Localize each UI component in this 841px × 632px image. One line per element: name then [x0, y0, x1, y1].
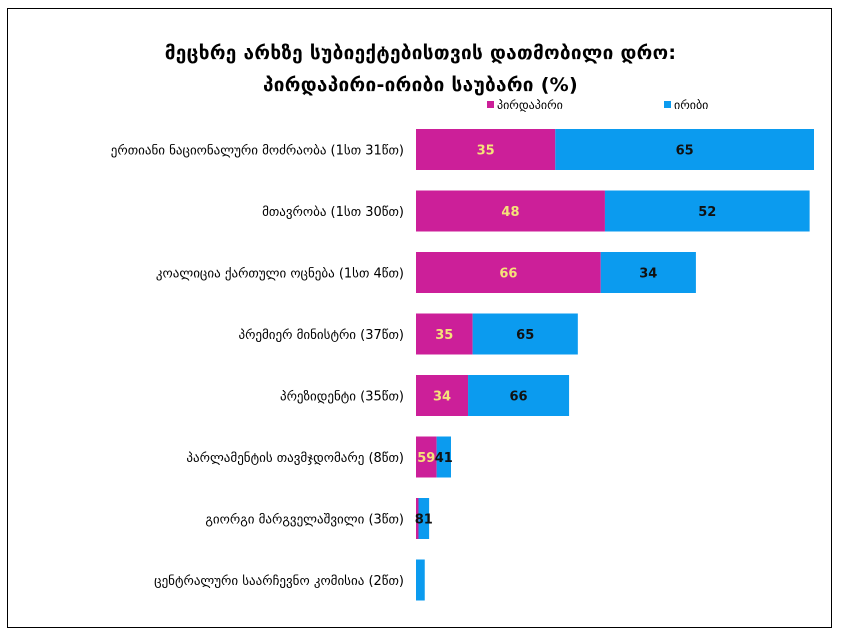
bar-segment-indirect — [555, 129, 814, 170]
legend-swatch-indirect — [664, 101, 671, 108]
category-label: პარლამენტის თავმჯდომარე (8წთ) — [186, 451, 404, 466]
bar-segment-direct — [416, 252, 601, 293]
category-label: ცენტრალური საარჩევნო კომისია (2წთ) — [154, 574, 404, 589]
data-label-direct: 59 — [417, 451, 435, 466]
legend-label-direct: პირდაპირი — [497, 98, 563, 112]
data-label-direct: 48 — [501, 205, 519, 220]
bar-segment-indirect — [600, 252, 696, 293]
bar-segment-direct — [416, 375, 469, 416]
bar-segment-indirect — [468, 375, 570, 416]
category-label: მთავრობა (1სთ 30წთ) — [262, 205, 404, 220]
bar-segment-indirect — [416, 559, 425, 601]
data-label-indirect: 81 — [415, 513, 433, 528]
data-label-direct: 34 — [433, 390, 451, 405]
data-label-direct: 35 — [435, 328, 453, 343]
data-label-indirect: 65 — [676, 144, 694, 159]
bar-segment-direct — [416, 190, 605, 232]
legend-item-indirect: ირიბი — [664, 98, 708, 112]
category-label: ერთიანი ნაციონალური მოძრაობა (1სთ 31წთ) — [111, 144, 404, 159]
category-label: პრეზიდენტი (35წთ) — [280, 390, 404, 405]
legend-item-direct: პირდაპირი — [487, 98, 563, 112]
bar-segment-direct — [416, 313, 473, 355]
data-label-indirect: 52 — [698, 205, 716, 220]
data-label-direct: 66 — [499, 267, 517, 282]
legend-swatch-direct — [487, 101, 494, 108]
category-label: გიორგი მარგველაშვილი (3წთ) — [205, 513, 404, 528]
data-label-direct: 35 — [477, 144, 495, 159]
bar-segment-indirect — [604, 190, 810, 232]
bar-segment-direct — [416, 129, 556, 170]
chart-title: მეცხრე არხზე სუბიექტებისთვის დათმობილი დ… — [164, 42, 677, 64]
bar-segment-indirect — [472, 313, 578, 355]
data-label-indirect: 65 — [516, 328, 534, 343]
data-label-indirect: 34 — [639, 267, 657, 282]
data-label-indirect: 41 — [435, 451, 453, 466]
bar-segment-indirect — [436, 436, 451, 478]
category-label: კოალიცია ქართული ოცნება (1სთ 4წთ) — [156, 267, 404, 282]
chart-subtitle: პირდაპირი-ირიბი საუბარი (%) — [262, 74, 579, 96]
legend-label-indirect: ირიბი — [674, 98, 709, 112]
bar-segment-direct — [416, 498, 419, 539]
bar-segment-direct — [416, 436, 437, 478]
category-label: პრემიერ მინისტრი (37წთ) — [238, 328, 404, 343]
bar-segment-indirect — [418, 498, 430, 539]
data-label-indirect: 66 — [510, 390, 528, 405]
